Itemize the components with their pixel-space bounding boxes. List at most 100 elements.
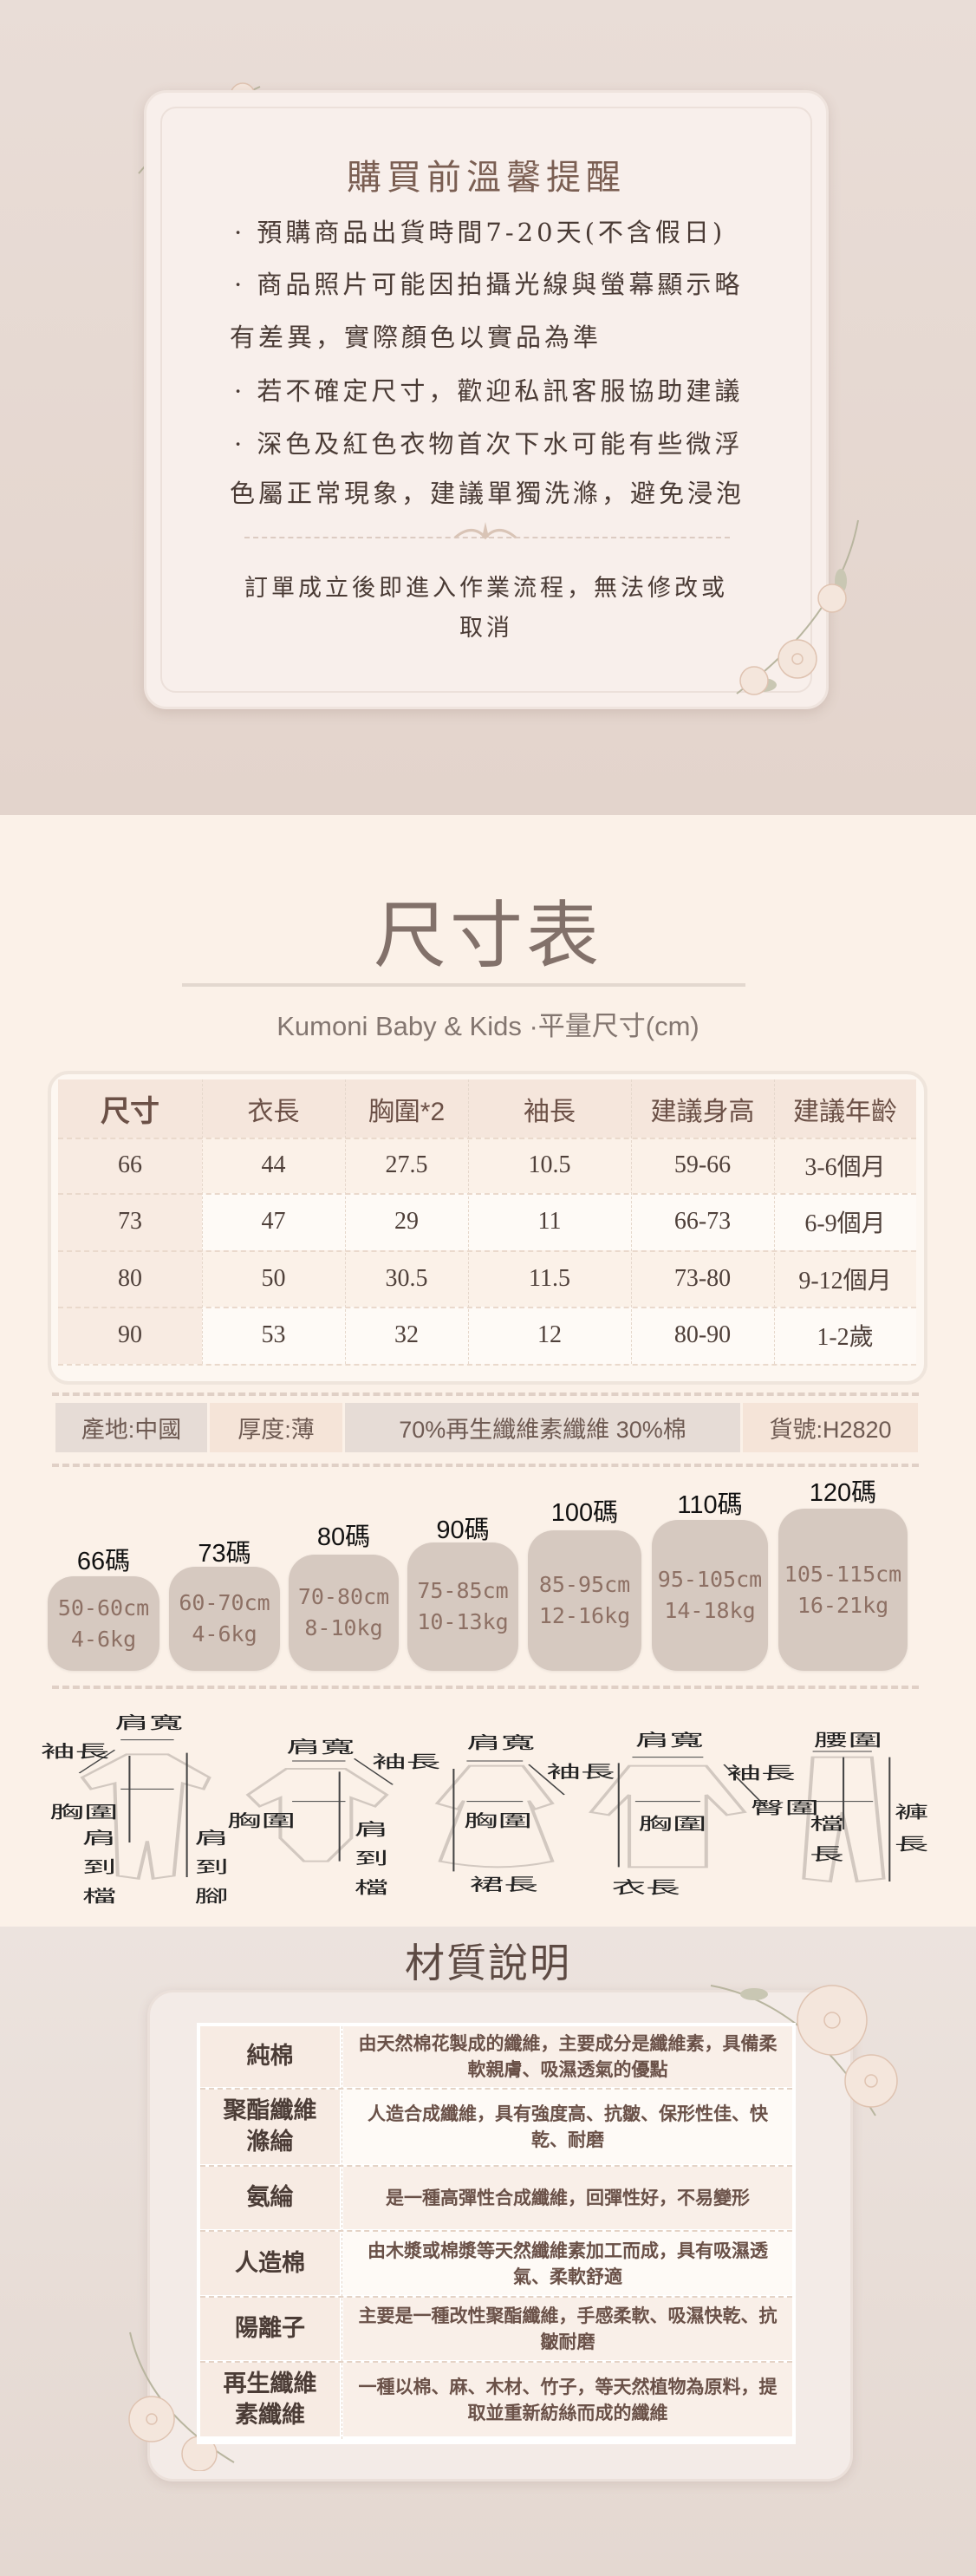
diagram-label: 腰圍 xyxy=(814,1731,882,1750)
table-cell: 11.5 xyxy=(468,1250,631,1307)
diagram-label: 長 xyxy=(810,1845,844,1864)
size-height-range: 60-70cm xyxy=(179,1590,270,1615)
table-cell: 90 xyxy=(58,1307,202,1364)
table-cell: 53 xyxy=(202,1307,345,1364)
size-bubble: 85-95cm 12-16kg xyxy=(528,1530,641,1671)
dress-outline-icon xyxy=(434,1764,555,1868)
table-cell: 29 xyxy=(345,1193,468,1250)
material-description: 主要是一種改性聚酯纖維，手感柔軟、吸濕快乾、抗皺耐磨 xyxy=(343,2298,792,2360)
grid-line xyxy=(200,2088,792,2090)
pants-outline-icon xyxy=(802,1756,886,1883)
size-bubble: 75-85cm 10-13kg xyxy=(407,1542,518,1671)
romper-outline-icon xyxy=(80,1753,211,1880)
size-bubble: 60-70cm 4-6kg xyxy=(169,1567,280,1671)
diagram-label: 肩寬 xyxy=(466,1733,535,1752)
diagram-label: 檔 xyxy=(82,1887,117,1906)
diagram-label: 胸圍 xyxy=(49,1803,118,1822)
grid-line xyxy=(200,2361,792,2363)
diagram-label: 肩寬 xyxy=(635,1731,704,1750)
reminder-line: 有差異，實際顏色以實品為準 xyxy=(230,323,602,352)
reminder-line: · 商品照片可能因拍攝光線與螢幕顯示略 xyxy=(234,270,744,299)
size-label: 110碼 xyxy=(677,1491,743,1519)
table-cell: 59-66 xyxy=(631,1138,774,1193)
size-weight-range: 10-13kg xyxy=(417,1609,509,1634)
size-bubble: 105-115cm 16-21kg xyxy=(778,1509,908,1671)
size-weight-range: 4-6kg xyxy=(192,1621,257,1647)
grid-line xyxy=(631,1079,632,1364)
size-chart-title: 尺寸表 xyxy=(373,893,602,978)
diagram-label: 袖長 xyxy=(41,1742,109,1761)
diagram-label: 裙長 xyxy=(470,1875,538,1895)
size-bubble: 95-105cm 14-18kg xyxy=(652,1520,768,1671)
reminder-line: 色屬正常現象，建議單獨洗滌，避免浸泡 xyxy=(230,479,745,508)
grid-line xyxy=(468,1079,469,1364)
diagram-label: 檔 xyxy=(810,1815,844,1834)
divider xyxy=(182,983,745,987)
diagram-label: 肩 xyxy=(355,1820,389,1839)
size-height-range: 85-95cm xyxy=(538,1572,631,1597)
material-name-line: 素纖維 xyxy=(235,2401,305,2429)
table-cell: 11 xyxy=(468,1193,631,1250)
diagram-label: 檔 xyxy=(355,1878,389,1897)
material-name: 聚酯纖維 滌綸 xyxy=(200,2090,340,2164)
material-name: 再生纖維 素纖維 xyxy=(200,2363,340,2436)
diagram-label: 肩寬 xyxy=(114,1713,183,1732)
thickness-info: 厚度:薄 xyxy=(210,1403,342,1452)
grid-line xyxy=(200,2165,792,2167)
material-name-line: 聚酯纖維 xyxy=(223,2097,317,2124)
table-cell: 73-80 xyxy=(631,1250,774,1307)
diagram-label: 胸圍 xyxy=(638,1815,706,1834)
table-cell: 66 xyxy=(58,1138,202,1193)
ornament-icon xyxy=(454,522,517,540)
size-label: 80碼 xyxy=(316,1523,371,1551)
material-name: 純棉 xyxy=(200,2026,340,2087)
grid-line xyxy=(58,1250,916,1252)
diagram-label: 袖長 xyxy=(727,1764,796,1783)
grid-line xyxy=(58,1364,916,1366)
flower-decoration-icon xyxy=(710,1985,898,2116)
reminder-footer-line: 取消 xyxy=(459,615,513,642)
table-cell: 73 xyxy=(58,1193,202,1250)
reminder-line: · 若不確定尺寸，歡迎私訊客服協助建議 xyxy=(234,376,744,406)
divider xyxy=(52,1686,919,1689)
grid-line xyxy=(774,1079,775,1364)
material-name-line: 氨綸 xyxy=(246,2184,294,2211)
table-cell: 50 xyxy=(202,1250,345,1307)
reminder-footer-line: 訂單成立後即進入作業流程，無法修改或 xyxy=(244,575,728,602)
reminder-line: · 預購商品出貨時間7-20天(不含假日) xyxy=(234,218,726,247)
material-name-line: 純棉 xyxy=(246,2043,294,2070)
diagram-label: 長 xyxy=(895,1835,929,1854)
top-outline-icon xyxy=(588,1764,747,1868)
grid-line xyxy=(58,1138,916,1139)
diagram-label: 肩 xyxy=(194,1829,229,1848)
table-cell: 47 xyxy=(202,1193,345,1250)
flower-decoration-icon xyxy=(736,519,859,695)
diagram-label: 到 xyxy=(355,1849,389,1868)
size-label: 120碼 xyxy=(809,1479,877,1507)
size-bubble: 50-60cm 4-6kg xyxy=(48,1576,159,1671)
material-name-line: 滌綸 xyxy=(246,2129,294,2155)
diagram-label: 肩 xyxy=(82,1829,117,1848)
size-weight-range: 16-21kg xyxy=(797,1592,889,1618)
size-label: 66碼 xyxy=(76,1548,131,1575)
grid-line xyxy=(202,1079,203,1364)
table-cell: 3-6個月 xyxy=(774,1138,916,1193)
table-cell: 1-2歲 xyxy=(774,1307,916,1364)
material-description: 人造合成纖維，具有強度高、抗皺、保形性佳、快乾、耐磨 xyxy=(343,2090,792,2164)
material-name: 氨綸 xyxy=(200,2167,340,2229)
size-bubble: 70-80cm 8-10kg xyxy=(289,1555,399,1671)
size-height-range: 70-80cm xyxy=(297,1584,390,1609)
material-name: 人造棉 xyxy=(200,2232,340,2295)
diagram-label: 肩寬 xyxy=(286,1738,355,1757)
size-weight-range: 14-18kg xyxy=(664,1598,756,1623)
table-header-cell: 建議年齡 xyxy=(774,1079,916,1138)
composition-info: 70%再生纖維素纖維 30%棉 xyxy=(345,1403,740,1452)
table-cell: 9-12個月 xyxy=(774,1250,916,1307)
diagram-label: 褲 xyxy=(895,1803,929,1822)
grid-line xyxy=(200,2230,792,2232)
grid-line xyxy=(58,1193,916,1195)
diagram-label: 袖長 xyxy=(372,1752,440,1771)
material-description: 是一種高彈性合成纖維，回彈性好，不易變形 xyxy=(343,2167,792,2229)
table-header-cell: 衣長 xyxy=(202,1079,345,1138)
size-weight-range: 12-16kg xyxy=(538,1603,631,1628)
